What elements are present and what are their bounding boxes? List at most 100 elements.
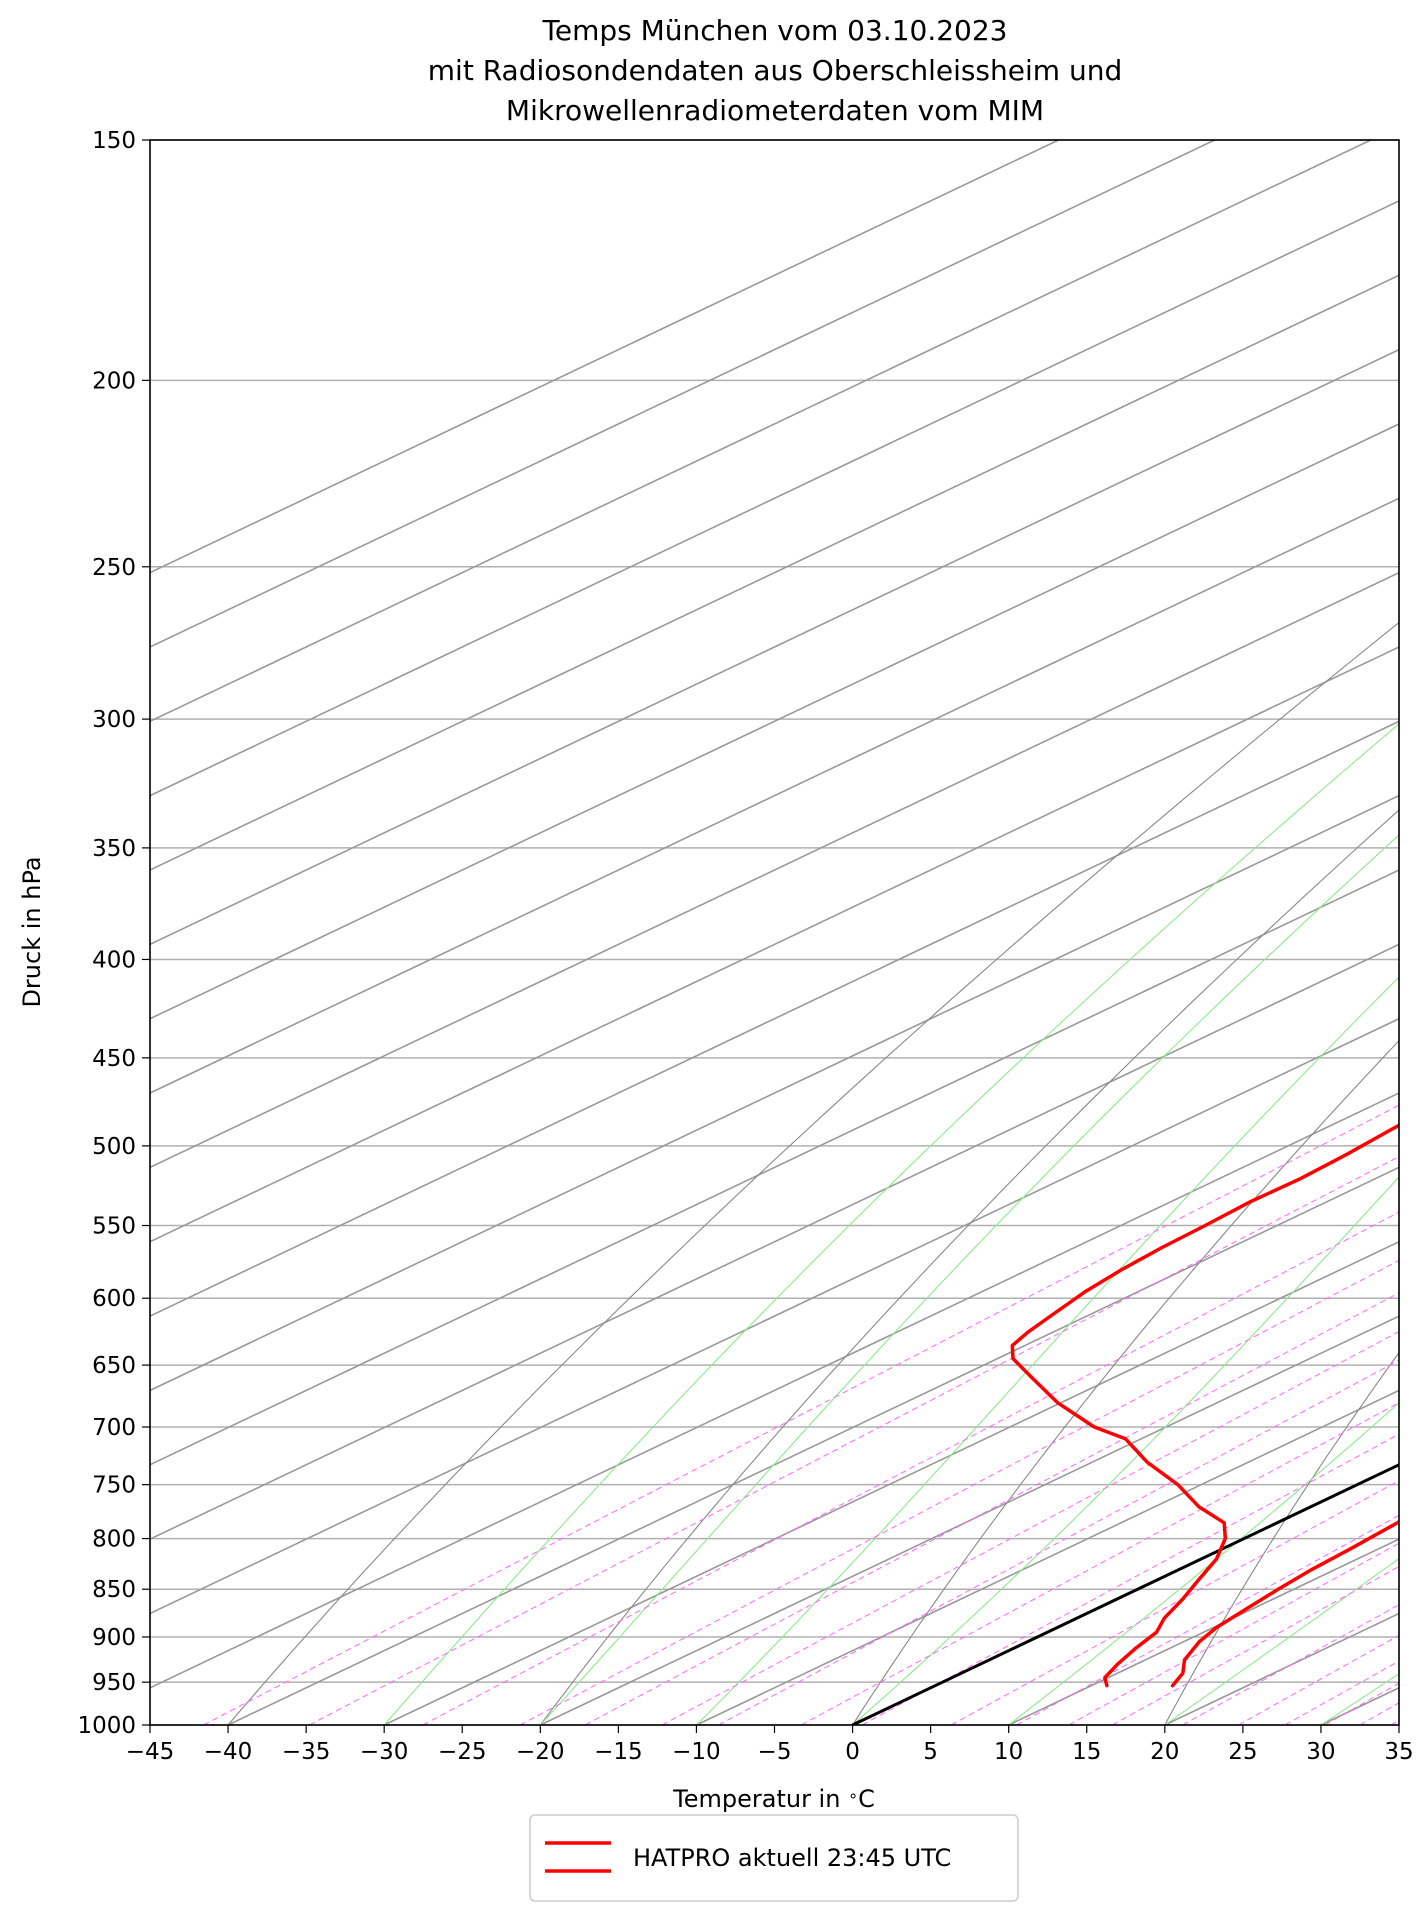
mixing-ratio-line bbox=[1419, 380, 1427, 1725]
y-tick-label: 550 bbox=[92, 1214, 136, 1240]
mixing-ratio-line bbox=[1068, 1542, 1399, 1725]
mixing-ratio-line bbox=[519, 1259, 1399, 1725]
x-tick-label: 5 bbox=[923, 1739, 938, 1765]
x-axis-label-degree: ∘ bbox=[848, 1786, 858, 1805]
x-tick-label: −15 bbox=[594, 1739, 643, 1765]
x-tick-label: 30 bbox=[1306, 1739, 1335, 1765]
mixing-ratio-line bbox=[661, 1331, 1399, 1725]
plot-frame bbox=[149, 139, 1400, 1726]
isotherm-line bbox=[150, 794, 1399, 1392]
isotherm-line bbox=[150, 200, 1399, 797]
series-temperature-line bbox=[1170, 1519, 1399, 1688]
x-tick-label: −35 bbox=[282, 1739, 331, 1765]
x-tick-label: −40 bbox=[204, 1739, 253, 1765]
x-tick-label: −45 bbox=[126, 1739, 175, 1765]
legend-box bbox=[529, 1814, 1019, 1902]
mixing-ratio-line bbox=[718, 1359, 1399, 1725]
isotherm-line bbox=[150, 1092, 1399, 1689]
isotherm-line bbox=[696, 1389, 1399, 1725]
isotherm-line bbox=[150, 571, 1399, 1169]
y-tick-label: 500 bbox=[92, 1134, 136, 1160]
y-tick-label: 150 bbox=[92, 128, 136, 154]
series-dewpoint-line bbox=[1010, 1123, 1399, 1688]
y-tick-label: 800 bbox=[92, 1527, 136, 1553]
y-tick-label: 250 bbox=[92, 555, 136, 581]
series-layer bbox=[1010, 1123, 1399, 1688]
moist-adiabat-line bbox=[383, 723, 1399, 1725]
mixing-ratio-line bbox=[584, 1292, 1399, 1725]
background-lines bbox=[150, 140, 1427, 1725]
y-tick-label: 650 bbox=[92, 1353, 136, 1379]
x-axis-label: Temperatur in ∘C bbox=[672, 1785, 875, 1813]
x-tick-label: 0 bbox=[845, 1739, 860, 1765]
x-axis-ticks: −45 −40 −35 −30 −25 −20 −15 −10 −5 0 5 10 15 20 25 30 35 bbox=[126, 1725, 1414, 1765]
x-tick-label: 10 bbox=[994, 1739, 1023, 1765]
isotherm-line bbox=[150, 348, 1399, 946]
y-axis-ticks: 1000 950 900 850 800 750 700 650 600 550 500 450 400… bbox=[77, 128, 150, 1739]
moist-adiabat-line bbox=[696, 976, 1399, 1725]
y-tick-label: 600 bbox=[92, 1286, 136, 1312]
x-axis-label-unit: C bbox=[858, 1785, 875, 1813]
isotherm-line bbox=[150, 497, 1399, 1094]
legend: HATPRO aktuell 23:45 UTC bbox=[529, 1814, 1019, 1902]
mixing-ratio-line bbox=[861, 1433, 1399, 1725]
isotherm-line bbox=[150, 140, 1372, 723]
moist-adiabat-line bbox=[539, 834, 1399, 1725]
y-tick-label: 350 bbox=[92, 836, 136, 862]
y-tick-label: 900 bbox=[92, 1625, 136, 1651]
isotherm-line bbox=[150, 140, 1216, 648]
mixing-ratio-line bbox=[203, 1104, 1399, 1725]
isotherm-line bbox=[1164, 1612, 1399, 1725]
y-axis-label: Druck in hPa bbox=[18, 856, 46, 1007]
isotherm-line bbox=[383, 1240, 1399, 1725]
y-tick-label: 450 bbox=[92, 1046, 136, 1072]
plot-layer bbox=[150, 140, 1427, 1725]
dry-adiabat-line bbox=[227, 621, 1399, 1725]
mixing-ratio-line bbox=[309, 1156, 1399, 1725]
y-tick-label: 1000 bbox=[77, 1713, 136, 1739]
isotherm-line bbox=[1320, 1686, 1399, 1725]
isotherm-line bbox=[150, 720, 1399, 1317]
dry-adiabat-line bbox=[539, 809, 1399, 1725]
x-tick-label: −25 bbox=[438, 1739, 487, 1765]
legend-label: HATPRO aktuell 23:45 UTC bbox=[633, 1844, 951, 1872]
isotherm-line bbox=[150, 869, 1399, 1466]
isotherm-line bbox=[150, 1017, 1399, 1615]
mixing-ratio-line bbox=[950, 1480, 1399, 1725]
moist-adiabat-line bbox=[1164, 1557, 1399, 1725]
moist-adiabat-line bbox=[852, 1176, 1399, 1725]
y-tick-label: 850 bbox=[92, 1577, 136, 1603]
isotherm-line bbox=[150, 140, 1059, 574]
isotherm-line bbox=[227, 1166, 1399, 1725]
dry-adiabat-line bbox=[852, 1039, 1399, 1725]
y-tick-label: 950 bbox=[92, 1670, 136, 1696]
mixing-ratio-line bbox=[1324, 1682, 1399, 1725]
y-tick-label: 400 bbox=[92, 947, 136, 973]
isotherm-line bbox=[150, 646, 1399, 1243]
y-tick-label: 700 bbox=[92, 1415, 136, 1441]
chart-title-line-3: Mikrowellenradiometerdaten vom MIM bbox=[506, 94, 1044, 127]
isotherm-line bbox=[150, 423, 1399, 1020]
x-axis-label-text: Temperatur in bbox=[672, 1785, 848, 1813]
x-tick-label: 15 bbox=[1072, 1739, 1101, 1765]
x-tick-label: −30 bbox=[360, 1739, 409, 1765]
x-tick-label: 20 bbox=[1150, 1739, 1179, 1765]
x-tick-label: −5 bbox=[758, 1739, 792, 1765]
mixing-ratio-line bbox=[801, 1402, 1399, 1725]
moist-adiabat-line bbox=[1008, 1401, 1399, 1725]
grid-layer bbox=[150, 139, 1399, 1726]
chart-title-line-1: Temps München vom 03.10.2023 bbox=[542, 14, 1008, 47]
moist-adiabat-line bbox=[1320, 1673, 1399, 1725]
isotherm-line bbox=[1008, 1538, 1399, 1725]
x-tick-label: −10 bbox=[672, 1739, 721, 1765]
isotherm-line bbox=[539, 1315, 1399, 1725]
dry-adiabat-line bbox=[1164, 1351, 1399, 1725]
y-tick-label: 300 bbox=[92, 707, 136, 733]
x-tick-label: −20 bbox=[516, 1739, 565, 1765]
mixing-ratio-line bbox=[1182, 1604, 1399, 1725]
mixing-ratio-line bbox=[1284, 1660, 1399, 1725]
isotherm-line bbox=[150, 943, 1399, 1541]
isotherm-line bbox=[150, 274, 1399, 871]
